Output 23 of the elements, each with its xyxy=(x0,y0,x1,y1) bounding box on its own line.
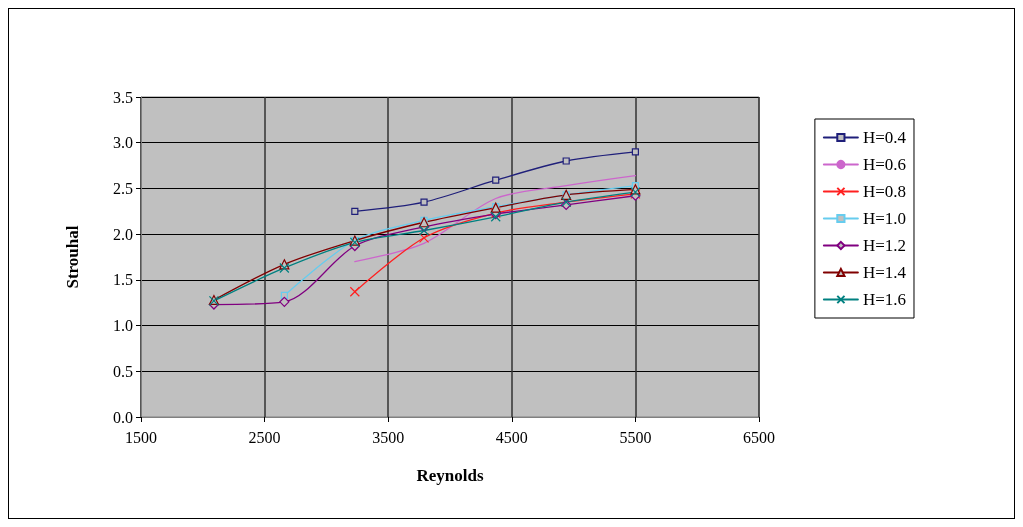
legend-label: H=0.8 xyxy=(862,182,907,201)
x-tick-label: 3500 xyxy=(372,428,405,446)
x-axis-title: Reynolds xyxy=(416,466,484,485)
y-tick-label: 3.5 xyxy=(113,88,133,106)
x-tick-label: 4500 xyxy=(495,428,528,446)
y-tick-label: 0.5 xyxy=(113,362,133,380)
legend-label: H=0.4 xyxy=(862,128,907,147)
y-axis-title: Strouhal xyxy=(63,225,82,289)
x-tick-label: 2500 xyxy=(248,428,281,446)
y-tick-label: 1.5 xyxy=(113,271,133,289)
x-tick-label: 6500 xyxy=(743,428,775,446)
legend-label: H=1.0 xyxy=(862,209,907,228)
y-tick-label: 3.0 xyxy=(113,134,133,152)
y-tick-label: 0.0 xyxy=(113,408,133,426)
y-tick-label: 1.0 xyxy=(113,317,133,335)
legend-label: H=0.6 xyxy=(862,155,907,174)
x-tick-label: 5500 xyxy=(619,428,652,446)
x-tick-label: 1500 xyxy=(125,428,157,446)
legend-label: H=1.4 xyxy=(862,263,907,282)
legend-label: H=1.2 xyxy=(862,236,907,255)
y-tick-label: 2.5 xyxy=(113,179,133,197)
y-tick-label: 2.0 xyxy=(113,225,133,243)
legend-label: H=1.6 xyxy=(862,290,907,309)
